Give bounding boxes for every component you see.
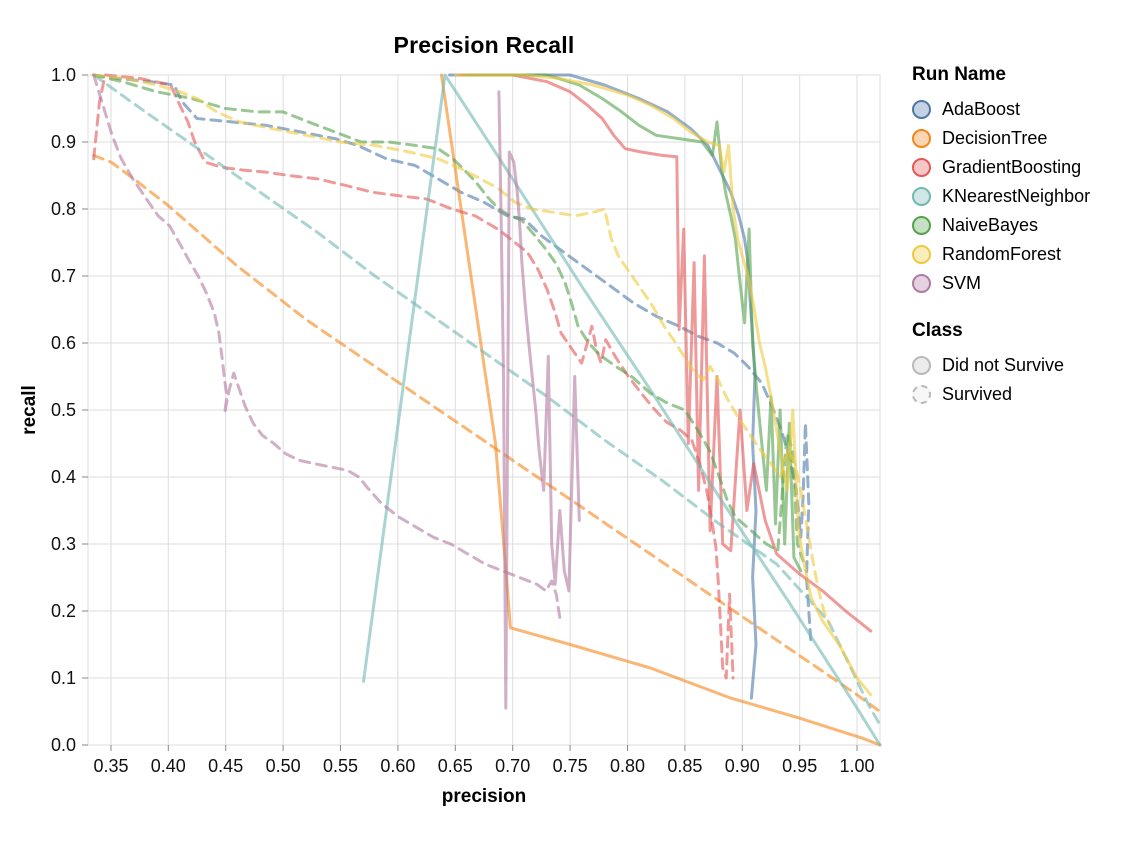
legend-item-gradientboosting: GradientBoosting <box>912 153 1090 182</box>
legend-label: Survived <box>942 384 1013 404</box>
svg-text:0.7: 0.7 <box>51 266 76 286</box>
decisiontree-circle-icon <box>912 129 931 148</box>
randomforest-circle-icon <box>912 245 931 264</box>
adaboost-circle-icon <box>912 100 931 119</box>
legend-label: AdaBoost <box>942 99 1021 119</box>
svg-text:0.0: 0.0 <box>51 735 76 755</box>
legend-label: KNearestNeighbor <box>942 186 1091 206</box>
svg-text:0.85: 0.85 <box>667 756 702 776</box>
svg-text:0.6: 0.6 <box>51 333 76 353</box>
svg-text:0.60: 0.60 <box>380 756 415 776</box>
chart-title: Precision Recall <box>393 32 575 58</box>
legend-class-title: Class <box>912 320 963 341</box>
svg-text:0.50: 0.50 <box>266 756 301 776</box>
svg-text:0.3: 0.3 <box>51 534 76 554</box>
naivebayes-circle-icon <box>912 216 931 235</box>
legend-item-survived: Survived <box>912 380 1090 409</box>
dashed-circle-icon <box>912 385 931 404</box>
solid-circle-icon <box>912 356 931 375</box>
svg-text:1.00: 1.00 <box>839 756 874 776</box>
legend-label: RandomForest <box>942 244 1062 264</box>
svg-text:0.5: 0.5 <box>51 400 76 420</box>
svg-text:0.65: 0.65 <box>438 756 473 776</box>
svg-text:0.75: 0.75 <box>553 756 588 776</box>
legend-item-naivebayes: NaiveBayes <box>912 211 1090 240</box>
svg-text:0.95: 0.95 <box>782 756 817 776</box>
svg-text:0.1: 0.1 <box>51 668 76 688</box>
svg-text:0.90: 0.90 <box>725 756 760 776</box>
legend-item-adaboost: AdaBoost <box>912 95 1090 124</box>
svg-text:0.35: 0.35 <box>93 756 128 776</box>
svg-text:0.9: 0.9 <box>51 132 76 152</box>
legend-item-did-not-survive: Did not Survive <box>912 351 1090 380</box>
svg-text:0.4: 0.4 <box>51 467 76 487</box>
svg-text:0.8: 0.8 <box>51 199 76 219</box>
legend-item-knearestneighbor: KNearestNeighbor <box>912 182 1090 211</box>
svg-text:0.40: 0.40 <box>151 756 186 776</box>
x-axis-title: precision <box>441 786 527 807</box>
legend-item-svm: SVM <box>912 269 1090 298</box>
legend-label: Did not Survive <box>942 355 1065 375</box>
legend-item-randomforest: RandomForest <box>912 240 1090 269</box>
legend-label: DecisionTree <box>942 128 1048 148</box>
gradientboosting-circle-icon <box>912 158 931 177</box>
svg-text:0.80: 0.80 <box>610 756 645 776</box>
svg-text:0.70: 0.70 <box>495 756 530 776</box>
legend: Run Name AdaBoost DecisionTree GradientB… <box>912 64 1090 409</box>
svg-text:0.55: 0.55 <box>323 756 358 776</box>
legend-label: NaiveBayes <box>942 215 1039 235</box>
legend-label: GradientBoosting <box>942 157 1082 177</box>
legend-label: SVM <box>942 273 982 293</box>
knearestneighbor-circle-icon <box>912 187 931 206</box>
svg-text:0.2: 0.2 <box>51 601 76 621</box>
legend-item-decisiontree: DecisionTree <box>912 124 1090 153</box>
svg-text:0.45: 0.45 <box>208 756 243 776</box>
y-axis-title: recall <box>19 385 40 435</box>
legend-run-name-title: Run Name <box>912 64 1006 85</box>
svg-text:1.0: 1.0 <box>51 65 76 85</box>
svm-circle-icon <box>912 274 931 293</box>
